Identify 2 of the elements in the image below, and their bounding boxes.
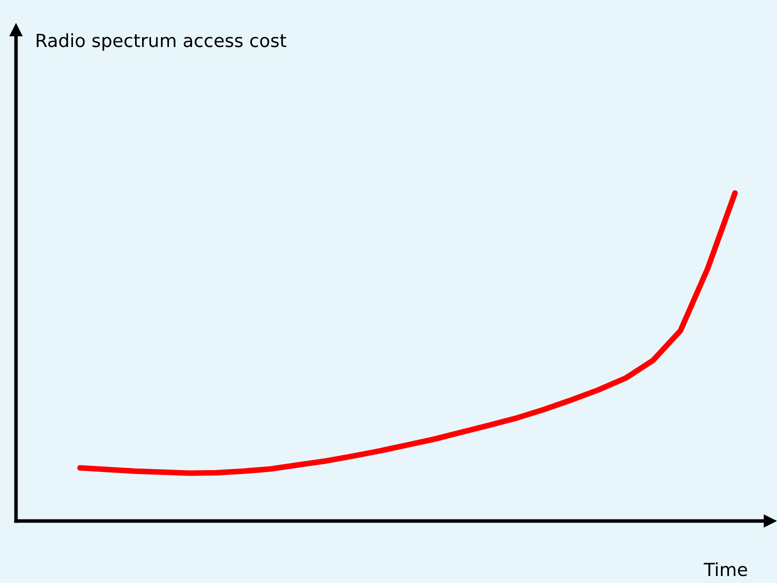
text: Radio spectrum access cost bbox=[36, 33, 286, 51]
x-axis-title: Time bbox=[704, 562, 748, 576]
